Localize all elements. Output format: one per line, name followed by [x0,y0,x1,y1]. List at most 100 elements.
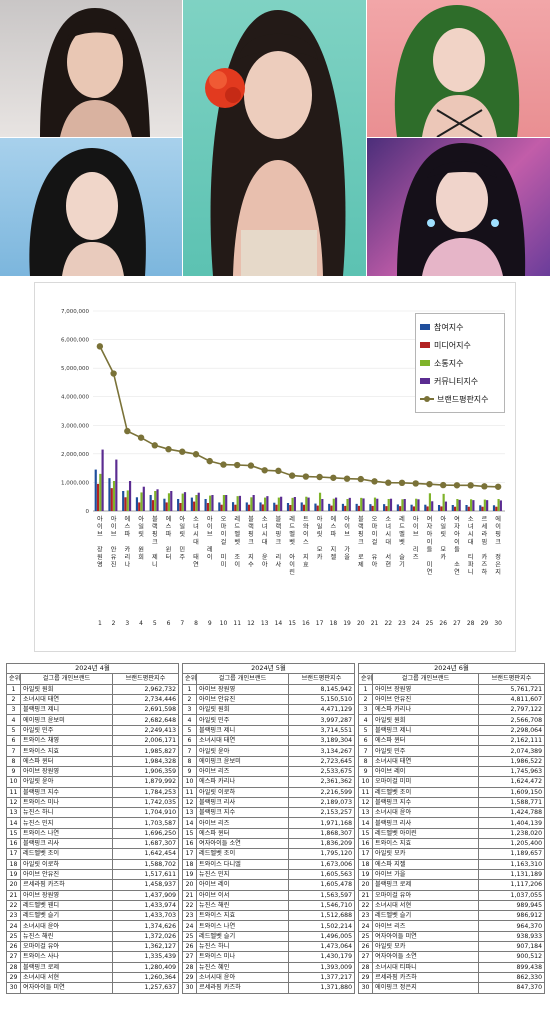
rank-cell: 30 [182,982,198,994]
bar-3 [318,492,322,511]
brand-name-cell: 뉴진스 하니 [20,807,113,819]
rank-cell: 17 [358,848,374,860]
brand-name-cell: 아이브 리즈 [196,765,290,778]
brand-name-cell: 트와이스 다니엘 [196,858,290,870]
score-cell: 1,374,626 [111,920,180,932]
rank-cell: 10 [182,776,198,788]
score-cell: 1,502,214 [288,920,356,932]
x-number-label: 6 [167,620,171,627]
legend-item-media: 미디어지수 [420,336,500,354]
rank-cell: 7 [358,745,374,757]
y-tick-label: 7,000,000 [61,309,89,315]
brand-name-cell: 아이브 장원영 [20,765,113,778]
bar-3 [222,495,226,511]
legend-item-communication: 소통지수 [420,354,500,372]
brand-index-point [494,483,502,490]
brand-name-cell: 트와이스 지효 [196,910,290,922]
rank-cell: 21 [182,889,198,901]
bar-1 [355,503,358,511]
brand-name-cell: 아일릿 원희 [196,704,290,716]
rank-cell: 20 [6,879,21,891]
rank-cell: 19 [182,868,198,881]
score-cell: 1,189,657 [478,848,546,860]
brand-name-cell: 트와이스 나연 [196,920,290,932]
score-cell: 1,742,035 [111,796,180,809]
table-row: 4 에이핑크 윤보미 2,682,648 4 아일릿 민주 3,997,287 4 아일릿 원… [6,714,546,726]
score-cell: 1,037,055 [478,889,546,901]
brand-name-cell: 여자아이들 미연 [372,930,480,943]
bar-3 [360,497,363,511]
name-header: 걸그룹 개인브랜드 [20,673,113,685]
rank-cell: 29 [182,971,198,984]
score-cell: 1,795,120 [288,848,356,860]
score-cell: 1,512,688 [288,910,356,922]
rank-cell: 8 [358,755,374,767]
bar-4 [444,501,448,511]
bar-3 [291,497,294,511]
rank-cell: 16 [182,838,198,850]
rank-cell: 14 [358,817,374,829]
photo-center [183,0,366,276]
brand-index-point [426,480,433,488]
month-header: 2024년 4월 [5,662,180,675]
x-number-label: 14 [275,620,283,627]
bar-2 [289,505,292,511]
bar-2 [330,505,333,511]
brand-name-cell: 아이브 장원영 [196,683,290,695]
rank-cell: 18 [182,858,198,870]
rank-cell: 8 [182,755,198,767]
brand-name-cell: 오마이걸 미미 [372,776,480,788]
brand-index-point [385,479,392,486]
bar-4 [307,497,310,511]
rank-cell: 28 [182,961,198,973]
brand-name-cell: 소녀시대 윤아 [20,920,113,932]
score-cell: 1,131,189 [478,868,546,881]
rank-cell: 6 [358,735,374,747]
brand-name-cell: 소녀시대 서현 [372,899,480,912]
bar-1 [437,505,441,511]
bar-2 [124,497,127,511]
brand-name-cell: 아이브 레이 [372,765,480,778]
y-tick-label: 3,000,000 [61,423,89,429]
brand-name-cell: 아이브 안유진 [196,693,290,706]
bar-3 [99,473,102,511]
score-cell: 1,546,710 [288,899,356,912]
bar-2 [371,505,374,511]
photo-top-right [367,0,550,137]
bar-1 [259,502,262,511]
legend-item-community: 커뮤니티지수 [420,372,500,390]
x-number-label: 21 [371,620,379,627]
bar-1 [410,504,413,511]
x-number-label: 18 [330,620,338,627]
brand-name-cell: 르세라핌 카즈하 [20,879,113,891]
table-row: 8 에스파 윈터 1,984,328 8 에이핑크 윤보미 2,723,645 8 소녀시대 … [6,755,546,767]
table-row: 28 블랙핑크 로제 1,280,409 28 뉴진스 혜인 1,393,009 28 소녀시… [6,961,546,973]
score-cell: 2,566,708 [478,714,546,726]
bar-3 [305,496,308,511]
table-row: 20 르세라핌 카즈하 1,458,937 20 아이브 레이 1,605,478 20 블랙… [6,879,546,891]
table-row: 19 아이브 안유진 1,517,611 19 뉴진스 민지 1,605,563 19 아이브… [6,868,546,881]
rank-cell: 11 [358,786,374,798]
x-number-label: 9 [208,620,212,627]
rank-cell: 9 [6,765,21,778]
rank-cell: 4 [358,714,374,726]
x-number-label: 7 [180,620,184,627]
score-cell: 1,424,788 [478,807,546,819]
brand-name-cell: 블랙핑크 제니 [196,724,290,737]
bar-3 [401,499,404,511]
chart-svg: 7,000,000 6,000,000 5,000,000 4,000,000 3,00… [61,309,505,627]
score-cell: 3,189,304 [288,735,356,747]
bar-4 [183,492,187,511]
score-cell: 1,588,702 [111,858,180,870]
x-number-label: 15 [288,620,296,627]
y-tick-label: 5,000,000 [61,366,89,372]
bar-1 [273,502,276,511]
score-cell: 3,714,551 [288,724,356,737]
x-number-label: 1 [98,620,102,627]
brand-name-cell: 소녀시대 티파니 [372,961,480,973]
